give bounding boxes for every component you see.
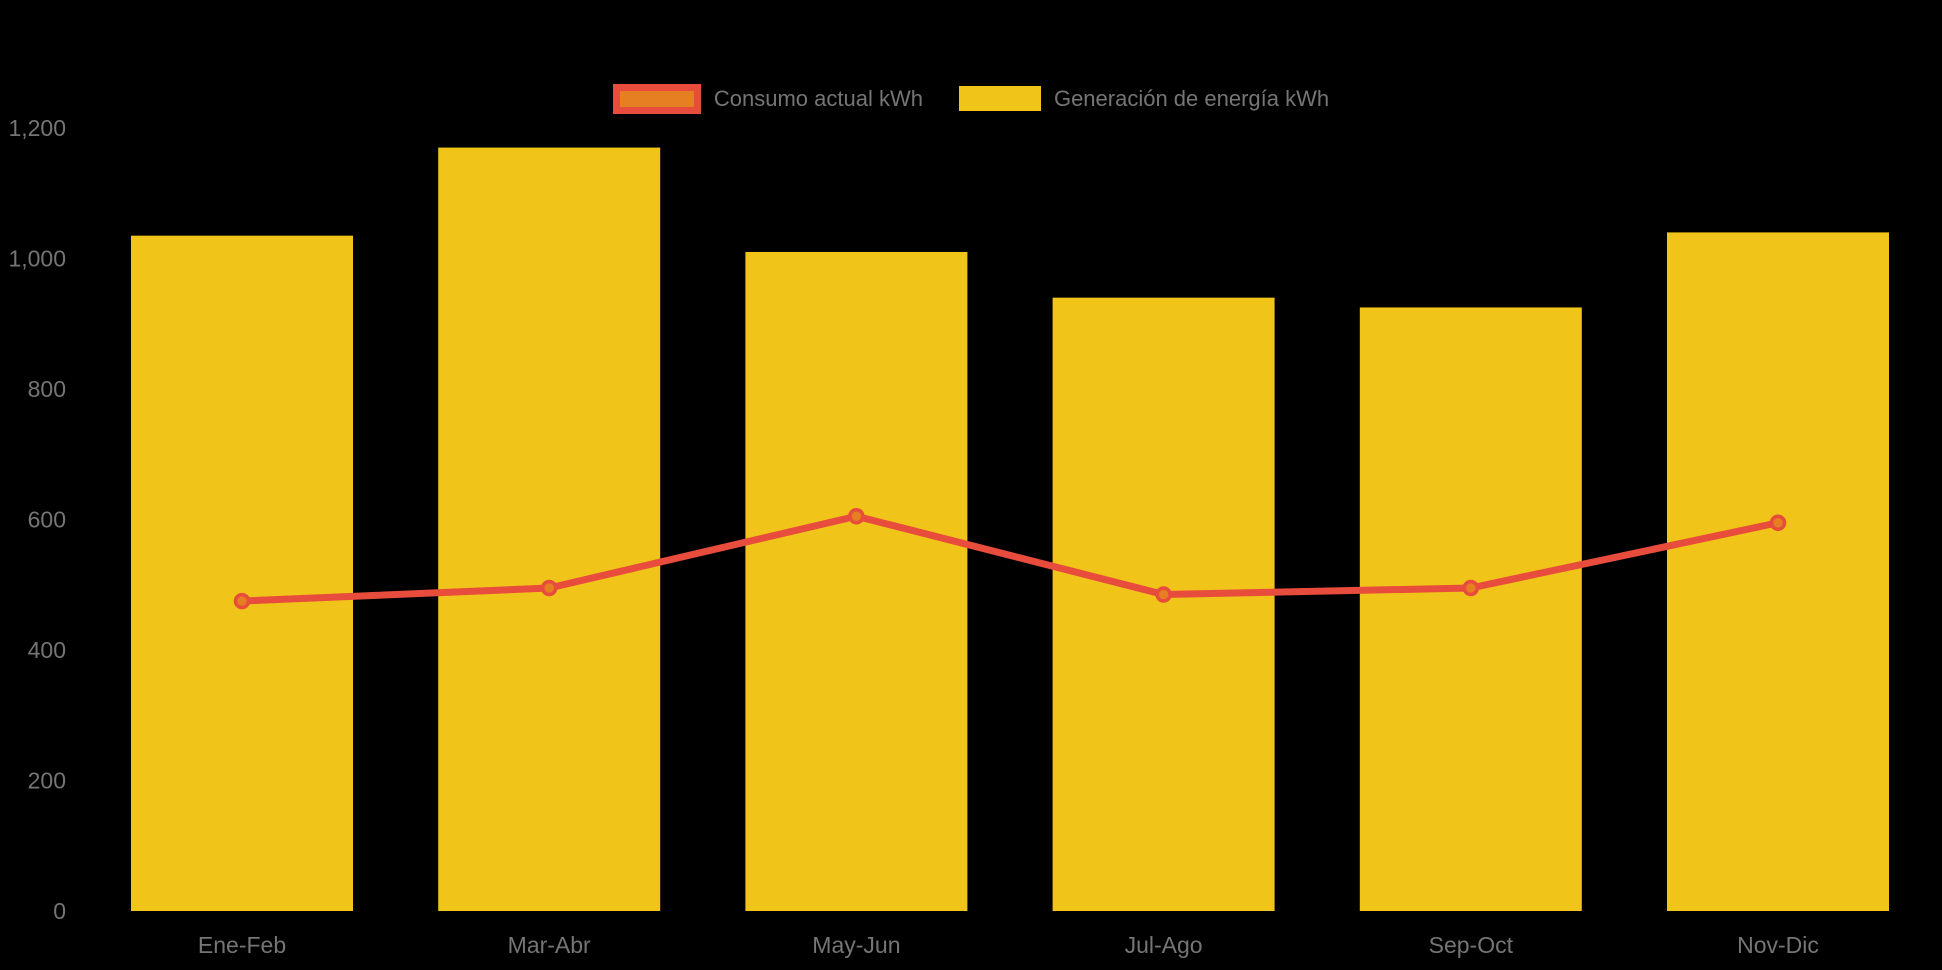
x-axis-label-ene-feb: Ene-Feb [198,932,286,958]
legend-label-consumo: Consumo actual kWh [713,85,923,111]
consumo-swatch-icon [612,84,701,114]
legend: Consumo actual kWh Generación de energía… [0,84,1942,114]
line-point-sep-oct[interactable] [1462,579,1480,597]
bar-mar-abr[interactable] [438,147,661,911]
y-axis-label-600: 600 [28,507,66,533]
x-axis-label-jul-ago: Jul-Ago [1125,932,1203,958]
bar-nov-dic[interactable] [1667,232,1889,911]
line-point-mar-abr[interactable] [540,579,558,597]
y-axis-label-800: 800 [28,376,66,402]
x-axis-label-sep-oct: Sep-Oct [1429,932,1514,958]
x-axis-label-mar-abr: Mar-Abr [508,932,591,958]
line-point-may-jun[interactable] [848,507,865,525]
x-axis-label-may-jun: May-Jun [812,932,900,958]
line-point-ene-feb[interactable] [233,592,251,610]
line-point-nov-dic[interactable] [1769,514,1787,532]
line-point-jul-ago[interactable] [1155,586,1172,603]
bar-jul-ago[interactable] [1052,297,1275,911]
y-axis-label-1200: 1,200 [8,115,66,141]
legend-item-consumo[interactable]: Consumo actual kWh [612,84,923,114]
y-axis-label-400: 400 [28,637,66,663]
bar-sep-oct[interactable] [1359,307,1582,911]
legend-item-generacion[interactable]: Generación de energía kWh [958,85,1330,112]
generacion-swatch-icon [958,86,1041,112]
consumo-line [238,512,1782,605]
x-axis-label-nov-dic: Nov-Dic [1737,932,1819,958]
y-axis-label-0: 0 [53,898,66,924]
legend-label-generacion: Generación de energía kWh [1053,85,1330,111]
y-axis-label-1000: 1,000 [8,246,66,272]
y-axis-label-200: 200 [28,768,66,794]
bar-ene-feb[interactable] [131,235,353,912]
bar-may-jun[interactable] [745,251,968,912]
